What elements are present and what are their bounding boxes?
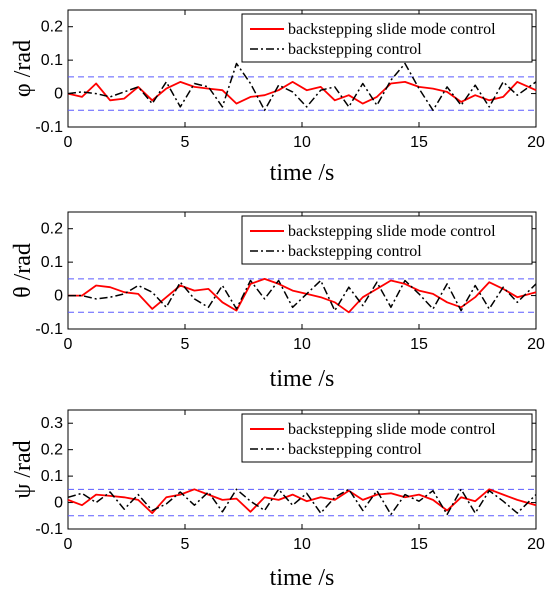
- series-line-2: [68, 279, 537, 312]
- series-line-1: [67, 488, 537, 514]
- y-axis-title: φ /rad: [10, 40, 36, 97]
- x-tick-label: 15: [410, 536, 428, 553]
- legend-box: [241, 413, 533, 463]
- legend-label-1: backstepping slide mode control: [288, 21, 496, 38]
- y-tick-label: -0.1: [35, 521, 63, 538]
- y-tick-label: -0.1: [35, 321, 63, 338]
- y-tick-label: 0.2: [41, 442, 63, 459]
- series-line-2: [67, 62, 537, 112]
- x-axis-title: time /s: [270, 366, 335, 392]
- y-tick-label: 0.1: [41, 468, 63, 485]
- y-tick-label: 0: [54, 495, 63, 512]
- legend: backstepping slide mode control backstepp…: [241, 413, 533, 463]
- x-tick-label: 5: [181, 134, 190, 151]
- series-line-2: [67, 488, 537, 516]
- x-tick-label: 0: [64, 134, 73, 151]
- x-tick-label: 5: [181, 536, 190, 553]
- y-axis-title: θ /rad: [10, 243, 36, 298]
- series-line-1: [67, 81, 537, 105]
- legend-label-2: backstepping control: [288, 243, 422, 260]
- subplot-1: 0 5 10 15 20-0.100.10.2 backstepping slide mo…: [10, 9, 545, 186]
- legend-box: [241, 215, 533, 265]
- legend-label-1: backstepping slide mode control: [288, 421, 496, 438]
- y-tick-label: 0: [54, 288, 63, 305]
- x-tick-label: 10: [293, 536, 311, 553]
- x-axis-title: time /s: [270, 160, 335, 186]
- y-tick-label: -0.1: [35, 119, 63, 136]
- x-tick-label: 20: [527, 536, 545, 553]
- legend: backstepping slide mode control backstepp…: [241, 13, 533, 63]
- y-tick-label: 0.1: [41, 52, 63, 69]
- y-tick-label: 0.2: [41, 221, 63, 238]
- series-line-1: [68, 277, 537, 314]
- y-tick-label: 0: [54, 86, 63, 103]
- y-tick-label: 0.2: [41, 19, 63, 36]
- subplot-3: 0 5 10 15 20-0.100.10.20.3 backstepping slide…: [10, 409, 545, 591]
- x-tick-label: 20: [527, 336, 545, 353]
- legend-label-1: backstepping slide mode control: [288, 223, 496, 240]
- x-tick-label: 0: [64, 536, 73, 553]
- x-tick-label: 15: [410, 134, 428, 151]
- legend-label-2: backstepping control: [288, 441, 422, 458]
- x-tick-label: 20: [527, 134, 545, 151]
- x-tick-label: 10: [293, 134, 311, 151]
- legend-box: [241, 13, 533, 63]
- x-tick-label: 15: [410, 336, 428, 353]
- subplot-2: 0 5 10 15 20-0.100.10.2 backstepping slide mo…: [10, 211, 545, 392]
- x-axis-title: time /s: [270, 565, 335, 591]
- x-tick-label: 5: [181, 336, 190, 353]
- y-tick-label: 0.1: [41, 254, 63, 271]
- y-tick-label: 0.3: [41, 415, 63, 432]
- y-axis-title: ψ /rad: [10, 440, 36, 498]
- x-tick-label: 0: [64, 336, 73, 353]
- x-tick-label: 10: [293, 336, 311, 353]
- legend: backstepping slide mode control backstepp…: [241, 215, 533, 265]
- legend-label-2: backstepping control: [288, 41, 422, 58]
